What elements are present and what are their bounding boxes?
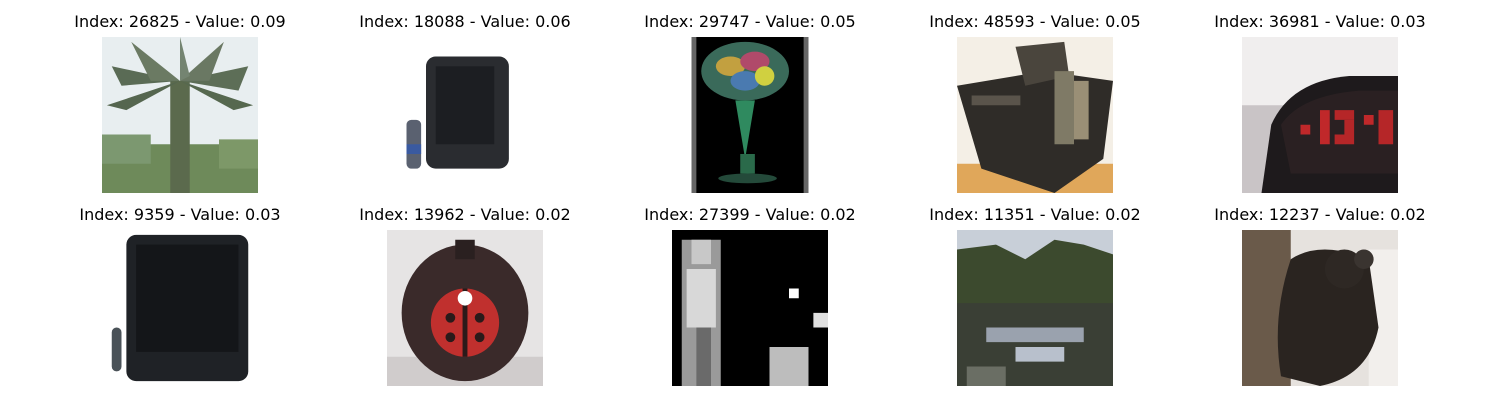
ladybug-image	[387, 230, 543, 386]
cell-title: Index: 12237 - Value: 0.02	[1214, 205, 1426, 224]
television-image	[102, 230, 258, 386]
grayscale-person-image	[672, 230, 828, 386]
cell-title: Index: 18088 - Value: 0.06	[359, 12, 571, 31]
grid-cell-6: Index: 9359 - Value: 0.03	[50, 205, 310, 395]
grid-cell-7: Index: 13962 - Value: 0.02	[335, 205, 595, 395]
cell-title: Index: 26825 - Value: 0.09	[74, 12, 286, 31]
grid-cell-10: Index: 12237 - Value: 0.02	[1190, 205, 1450, 395]
cell-title: Index: 29747 - Value: 0.05	[644, 12, 856, 31]
lake-forest-image	[957, 230, 1113, 386]
palm-tree-image	[102, 37, 258, 193]
cell-title: Index: 11351 - Value: 0.02	[929, 205, 1141, 224]
cell-title: Index: 36981 - Value: 0.03	[1214, 12, 1426, 31]
cell-title: Index: 13962 - Value: 0.02	[359, 205, 571, 224]
grid-cell-8: Index: 27399 - Value: 0.02	[620, 205, 880, 395]
grid-cell-1: Index: 26825 - Value: 0.09	[50, 12, 310, 202]
cell-title: Index: 27399 - Value: 0.02	[644, 205, 856, 224]
grid-cell-3: Index: 29747 - Value: 0.05	[620, 12, 880, 202]
grid-cell-5: Index: 36981 - Value: 0.03	[1190, 12, 1450, 202]
television-image	[387, 37, 543, 193]
tank-image	[957, 37, 1113, 193]
alarm-clock-image	[1242, 37, 1398, 193]
grid-cell-9: Index: 11351 - Value: 0.02	[905, 205, 1165, 395]
cell-title: Index: 48593 - Value: 0.05	[929, 12, 1141, 31]
cell-title: Index: 9359 - Value: 0.03	[79, 205, 281, 224]
grid-cell-2: Index: 18088 - Value: 0.06	[335, 12, 595, 202]
decorative-glass-image	[672, 37, 828, 193]
bear-image	[1242, 230, 1398, 386]
grid-cell-4: Index: 48593 - Value: 0.05	[905, 12, 1165, 202]
